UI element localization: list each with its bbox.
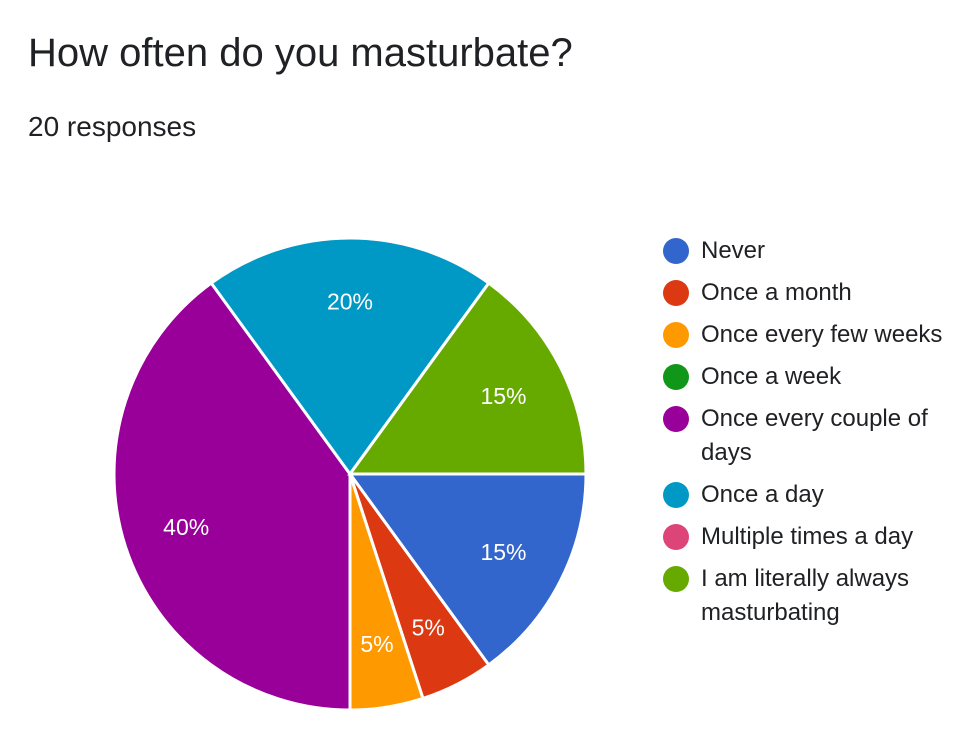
legend-item: Once a day	[663, 478, 968, 512]
legend-label: Once a week	[701, 363, 842, 390]
legend-item: Once every couple of days	[663, 402, 968, 470]
legend-swatch	[663, 406, 689, 432]
pie-slice-once-every-couple-of-days	[112, 280, 352, 712]
slice-label: 15%	[480, 383, 526, 409]
slice-label: 5%	[360, 631, 393, 657]
legend-label: Once every few weeks	[701, 321, 943, 348]
legend-item: Once a month	[663, 276, 968, 310]
slice-label: 40%	[163, 514, 209, 540]
slice-label: 5%	[412, 615, 445, 641]
pie-slice-once-a-day	[209, 236, 491, 477]
legend-item: Never	[663, 234, 968, 268]
legend-swatch	[663, 482, 689, 508]
legend-swatch	[663, 566, 689, 592]
legend-item: Once a week	[663, 360, 968, 394]
legend-item: Multiple times a day	[663, 520, 968, 554]
slice-label: 15%	[480, 539, 526, 565]
legend-swatch	[663, 364, 689, 390]
pie-slice-never	[347, 472, 588, 668]
legend-item: I am literally always masturbating	[663, 562, 968, 630]
legend-swatch	[663, 238, 689, 264]
pie-slice-i-am-literally-always-masturbating	[347, 280, 588, 476]
legend-label: Never	[701, 237, 766, 264]
legend-label: Once a month	[701, 279, 852, 306]
legend-swatch	[663, 524, 689, 550]
chart-legend: Never Once a month Once every few weeks Onc…	[663, 234, 968, 638]
legend-item: Once every few weeks	[663, 318, 968, 352]
legend-label: Once every couple of days	[701, 405, 928, 466]
legend-label: I am literally always masturbating	[701, 565, 910, 626]
legend-label: Once a day	[701, 481, 824, 508]
response-count: 20 responses	[28, 111, 197, 142]
chart-title: How often do you masturbate?	[28, 31, 573, 75]
legend-swatch	[663, 322, 689, 348]
legend-label: Multiple times a day	[701, 523, 914, 550]
legend-swatch	[663, 280, 689, 306]
slice-label: 20%	[327, 289, 373, 315]
